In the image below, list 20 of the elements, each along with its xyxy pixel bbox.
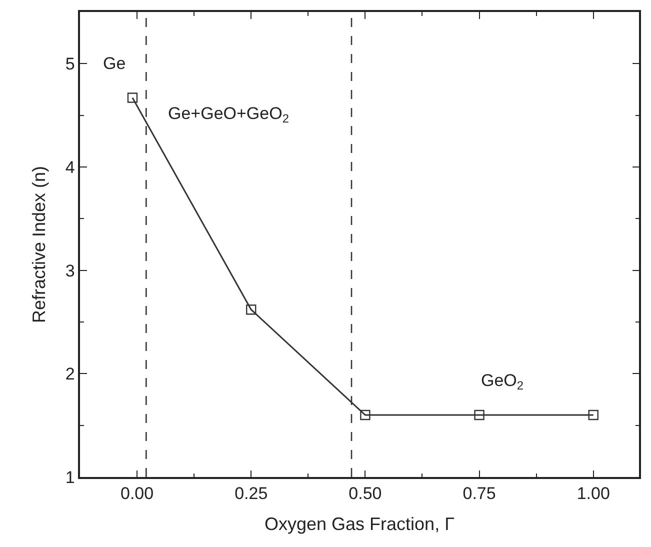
annotation: Ge: [103, 54, 126, 73]
x-tick-label: 1.00: [576, 484, 610, 504]
point: [360, 410, 370, 420]
y-tick-label: 5: [65, 54, 75, 74]
x-tick-label: 0.25: [234, 484, 268, 504]
x-tick-label: 0.00: [120, 484, 154, 504]
point: [474, 410, 484, 420]
point: [588, 410, 598, 420]
point: [127, 92, 138, 103]
point: [246, 304, 256, 315]
x-tick-label: 0.50: [348, 484, 382, 504]
annotation: GeO$_{2}$: [481, 371, 524, 393]
x-axis-title: Oxygen Gas Fraction, Γ: [264, 514, 455, 534]
x-tick-label: 0.75: [462, 484, 496, 504]
y-axis-title: Refractive Index (n): [29, 166, 50, 324]
y-tick-label: 3: [65, 261, 75, 280]
annotation: Ge+GeO+GeO$_{2}$: [168, 104, 290, 126]
y-tick-label: 1: [65, 468, 75, 487]
y-tick-label: 2: [65, 364, 75, 384]
y-tick-label: 4: [65, 158, 75, 177]
